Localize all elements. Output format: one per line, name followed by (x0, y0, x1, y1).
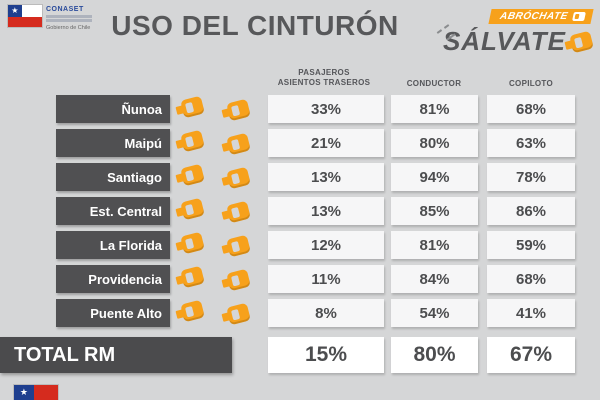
table-row: Providencia 11% 84% 68% (0, 265, 600, 293)
table-row: Ñunoa 33% 81% 68% (0, 95, 600, 123)
chile-flag-icon: ★ (14, 385, 58, 400)
value-copilot: 68% (487, 95, 575, 123)
value-rear-passengers: 33% (268, 95, 384, 123)
value-driver: 81% (391, 95, 478, 123)
commune-label: Ñunoa (56, 95, 170, 123)
value-rear-passengers: 11% (268, 265, 384, 293)
seatbelt-buckle-icon (226, 132, 251, 156)
total-driver: 80% (391, 337, 478, 373)
salvate-label: SÁLVATE (442, 26, 566, 56)
abrochate-label: ABRÓCHATE (499, 11, 570, 22)
table-row: La Florida 12% 81% 59% (0, 231, 600, 259)
value-copilot: 78% (487, 163, 575, 191)
value-copilot: 63% (487, 129, 575, 157)
chile-flag-icon: ★ (8, 5, 42, 27)
value-driver: 85% (391, 197, 478, 225)
seatbelt-buckle-icon (226, 166, 251, 190)
value-rear-passengers: 12% (268, 231, 384, 259)
flag-white (21, 5, 42, 18)
conaset-label: CONASET (46, 6, 84, 13)
value-driver: 94% (391, 163, 478, 191)
value-driver: 81% (391, 231, 478, 259)
value-rear-passengers: 13% (268, 163, 384, 191)
salvate-row: SÁLVATE (432, 24, 594, 57)
value-copilot: 41% (487, 299, 575, 327)
commune-label: Puente Alto (56, 299, 170, 327)
seatbelt-buckle-icon (180, 265, 205, 289)
value-rear-passengers: 21% (268, 129, 384, 157)
flag-red (8, 17, 42, 27)
value-driver: 54% (391, 299, 478, 327)
seatbelt-buckle-icon (180, 163, 205, 187)
column-header-line: PASAJEROS (298, 68, 350, 77)
value-copilot: 68% (487, 265, 575, 293)
column-header-rear-passengers: PASAJEROS ASIENTOS TRASEROS (263, 68, 385, 89)
seatbelt-buckle-icon (180, 197, 205, 221)
flag-star: ★ (14, 385, 34, 400)
seatbelt-buckle-icon (226, 268, 251, 292)
seatbelt-buckle-icon (180, 231, 205, 255)
value-rear-passengers: 8% (268, 299, 384, 327)
logo-text-line (46, 15, 92, 19)
commune-label: Providencia (56, 265, 170, 293)
page-title: USO DEL CINTURÓN (111, 10, 399, 41)
value-copilot: 86% (487, 197, 575, 225)
total-copilot: 67% (487, 337, 575, 373)
seatbelt-buckle-icon (226, 302, 251, 326)
commune-label: La Florida (56, 231, 170, 259)
seatbelt-buckle-icon (226, 234, 251, 258)
seatbelt-buckle-icon (180, 129, 205, 153)
value-rear-passengers: 13% (268, 197, 384, 225)
campaign-logo: ABRÓCHATE SÁLVATE (432, 6, 594, 57)
table-row: Est. Central 13% 85% 86% (0, 197, 600, 225)
commune-label: Santiago (56, 163, 170, 191)
value-driver: 80% (391, 129, 478, 157)
total-row: TOTAL RM 15% 80% 67% (0, 337, 600, 373)
seatbelt-buckle-icon (569, 30, 594, 53)
government-logo: ★ CONASET Gobierno de Chile (8, 5, 92, 32)
column-header-driver: CONDUCTOR (406, 79, 462, 88)
value-driver: 84% (391, 265, 478, 293)
seatbelt-buckle-icon (226, 98, 251, 122)
total-rear-passengers: 15% (268, 337, 384, 373)
commune-label: Est. Central (56, 197, 170, 225)
gobierno-label: Gobierno de Chile (46, 25, 91, 32)
seatbelt-buckle-icon (180, 95, 205, 119)
column-header-line: ASIENTOS TRASEROS (277, 78, 371, 88)
value-copilot: 59% (487, 231, 575, 259)
table-row: Puente Alto 8% 54% 41% (0, 299, 600, 327)
flag-star: ★ (8, 5, 22, 18)
commune-label: Maipú (56, 129, 170, 157)
table-row: Maipú 21% 80% 63% (0, 129, 600, 157)
flag-red (33, 385, 58, 400)
logo-text-line (46, 19, 92, 23)
seatbelt-buckle-icon (180, 299, 205, 323)
total-label: TOTAL RM (0, 337, 232, 373)
government-logo-text: CONASET Gobierno de Chile (46, 5, 92, 32)
abrochate-ribbon: ABRÓCHATE (488, 9, 594, 24)
seatbelt-buckle-icon (572, 12, 586, 21)
column-header-copilot: COPILOTO (508, 79, 554, 88)
seatbelt-buckle-icon (226, 200, 251, 224)
table-row: Santiago 13% 94% 78% (0, 163, 600, 191)
